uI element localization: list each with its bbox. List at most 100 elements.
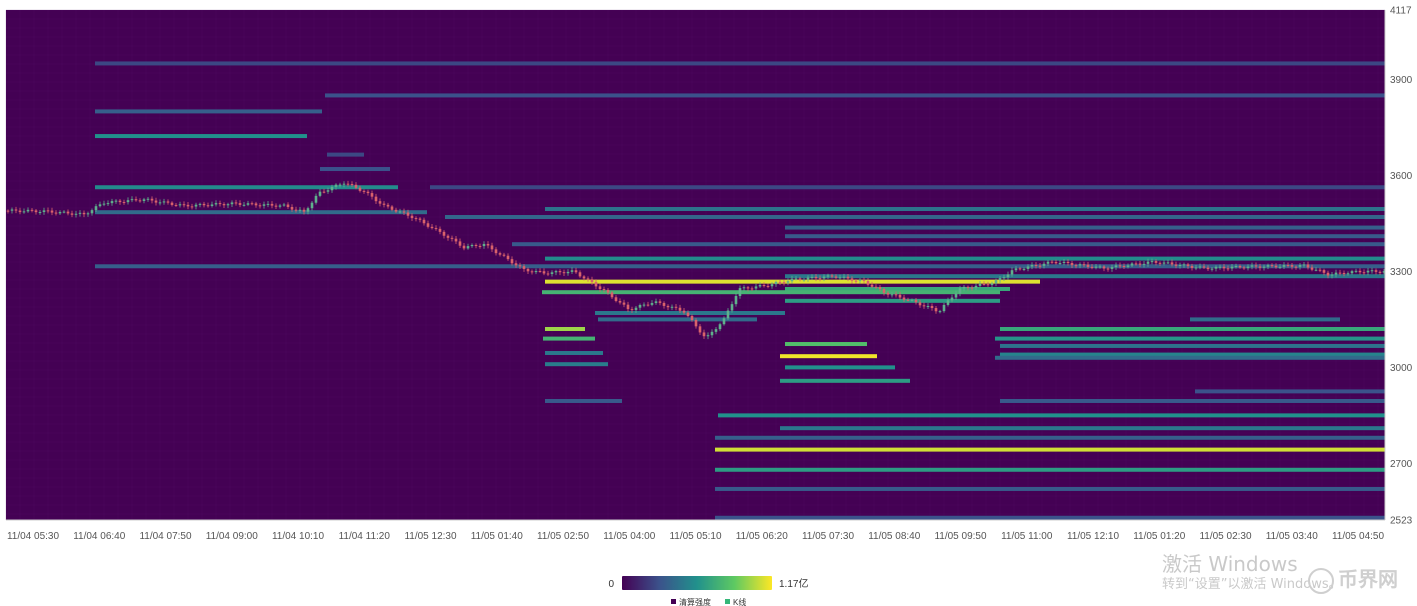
candle-body	[390, 206, 394, 210]
candle-body	[198, 203, 202, 205]
candle-body	[698, 326, 702, 333]
candle-body	[706, 335, 710, 337]
candle-body	[14, 209, 18, 211]
candle-body	[1078, 264, 1082, 266]
candle-body	[94, 206, 98, 211]
candle-body	[1134, 263, 1138, 265]
liquidation-band	[780, 426, 1385, 431]
liquidation-band	[325, 93, 1385, 98]
x-tick-label: 11/05 09:50	[934, 531, 987, 542]
candle-body	[450, 237, 454, 239]
candle-body	[314, 195, 318, 203]
candle-body	[1210, 268, 1214, 270]
candle-body	[430, 226, 434, 229]
candle-body	[286, 204, 290, 207]
candle-body	[1206, 267, 1210, 270]
candle-body	[526, 268, 530, 272]
candle-body	[210, 204, 214, 206]
candle-body	[346, 183, 350, 185]
candle-body	[606, 289, 610, 293]
candle-body	[1054, 262, 1058, 264]
x-tick-label: 11/05 06:20	[736, 531, 789, 542]
candle-body	[798, 278, 802, 280]
y-axis: 4117 3900 3600 3300 3000 2700 2523	[1384, 6, 1413, 527]
candle-body	[270, 203, 274, 206]
candle-body	[406, 212, 410, 216]
candle-body	[1118, 265, 1122, 267]
candle-body	[474, 244, 478, 246]
candle-body	[658, 301, 662, 303]
candle-body	[598, 286, 602, 290]
candle-body	[782, 282, 786, 284]
candle-body	[438, 228, 442, 232]
candle-body	[886, 292, 890, 295]
plot-grid	[5, 9, 1385, 520]
candle-body	[814, 276, 818, 279]
candle-body	[318, 191, 322, 196]
candle-body	[906, 299, 910, 301]
candle-body	[1138, 263, 1142, 265]
candle-body	[38, 212, 42, 214]
candle-body	[694, 320, 698, 327]
candle-body	[1374, 270, 1378, 272]
site-logo: 币界网	[1308, 563, 1398, 594]
candle-body	[1110, 267, 1114, 269]
candle-body	[62, 211, 66, 213]
candle-body	[1082, 264, 1086, 266]
candle-body	[1194, 267, 1198, 269]
candle-body	[1170, 262, 1174, 265]
candle-body	[678, 307, 682, 311]
candle-body	[990, 283, 994, 285]
x-axis: 11/04 05:30 11/04 06:40 11/04 07:50 11/04 0…	[6, 519, 1385, 542]
candle-body	[1326, 272, 1330, 276]
candle-body	[490, 245, 494, 250]
liquidation-band	[545, 350, 603, 355]
candle-body	[850, 278, 854, 281]
x-tick-label: 11/04 06:40	[73, 531, 126, 542]
liquidation-band	[1195, 389, 1385, 394]
candle-body	[1382, 271, 1386, 273]
candle-body	[950, 297, 954, 301]
candle-body	[374, 196, 378, 202]
candle-body	[306, 208, 310, 212]
candle-body	[282, 204, 286, 206]
candle-body	[954, 293, 958, 298]
candle-body	[822, 276, 826, 279]
candle-body	[690, 315, 694, 321]
candle-body	[106, 203, 110, 205]
candle-body	[446, 235, 450, 238]
candle-body	[186, 204, 190, 207]
liquidation-band	[785, 298, 1000, 303]
candle-body	[762, 285, 766, 287]
liquidation-band	[595, 310, 785, 315]
liquidation-band	[95, 264, 1385, 269]
candle-body	[1230, 266, 1234, 269]
candle-body	[1222, 266, 1226, 269]
candle-body	[1058, 262, 1062, 264]
candle-body	[1014, 268, 1018, 271]
candle-body	[1042, 263, 1046, 266]
candle-body	[90, 210, 94, 214]
candle-body	[326, 190, 330, 192]
candle-body	[466, 246, 470, 249]
liquidation-band	[1190, 317, 1340, 322]
candle-body	[386, 204, 390, 207]
candle-body	[70, 213, 74, 215]
candle-body	[290, 206, 294, 210]
candle-body	[1278, 266, 1282, 268]
x-tick-label: 11/05 05:10	[669, 531, 722, 542]
candle-body	[670, 306, 674, 308]
candle-body	[846, 276, 850, 279]
candle-body	[730, 304, 734, 311]
candle-body	[182, 204, 186, 206]
liquidation-band	[95, 185, 398, 190]
candle-body	[1250, 265, 1254, 267]
candle-body	[718, 324, 722, 330]
candle-body	[774, 281, 778, 285]
candle-body	[206, 205, 210, 207]
candle-body	[10, 209, 14, 211]
liquidation-band	[95, 210, 427, 215]
candle-body	[534, 271, 538, 273]
candle-body	[1018, 268, 1022, 270]
candle-body	[590, 279, 594, 283]
